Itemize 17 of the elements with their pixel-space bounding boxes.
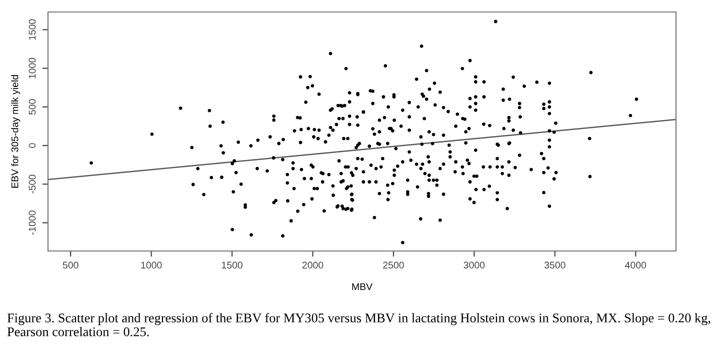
y-tick-label: -1000: [28, 210, 36, 235]
y-tick-label: 1500: [28, 19, 36, 40]
x-tick-label: 1000: [141, 262, 162, 269]
x-tick-label: 2000: [302, 262, 324, 269]
caption: Figure 3. Scatter plot and regression of the EBV for MY305 versus MBV in lactating Holstein cows in Sonora, MX. Slope = 0.20 kg, Pearson correlation = 0.25.: [7, 313, 710, 336]
x-tick-label: 500: [62, 262, 78, 269]
y-tick-label: -500: [28, 174, 36, 194]
x-axis-title: MBV: [352, 283, 372, 290]
x-tick-label: 2500: [383, 262, 404, 269]
x-tick-label: 3500: [544, 262, 566, 269]
y-axis-title: EBV for 305-day milk yield: [11, 75, 20, 188]
x-tick-label: 3000: [464, 262, 485, 269]
y-tick-label: 500: [28, 99, 36, 115]
x-tick-label: 1500: [222, 262, 242, 269]
x-tick-label: 4000: [625, 262, 646, 269]
y-tick-label: 0: [28, 143, 36, 148]
y-tick-label: 1000: [28, 58, 36, 78]
